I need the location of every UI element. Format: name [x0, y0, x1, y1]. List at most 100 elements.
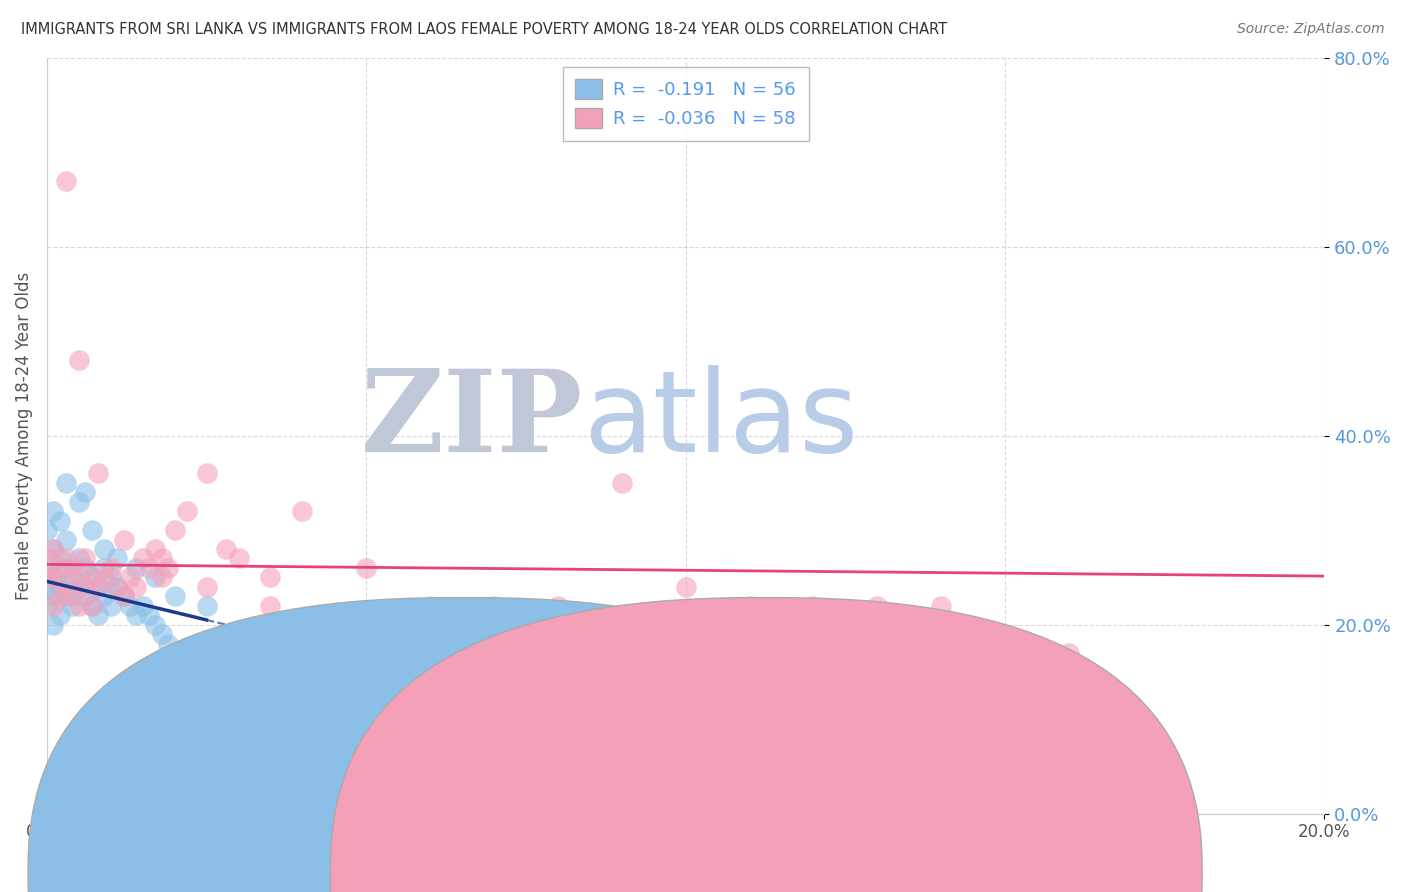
Point — [100, 599, 122, 613]
Point — [150, 570, 173, 584]
Point — [138, 608, 160, 623]
Point — [80, 570, 103, 584]
Point — [163, 646, 186, 660]
Point — [48, 797, 70, 812]
Point — [215, 542, 238, 557]
Point — [42, 788, 65, 802]
Point — [163, 589, 186, 603]
Text: Immigrants from Sri Lanka: Immigrants from Sri Lanka — [479, 855, 702, 872]
Point — [100, 561, 122, 575]
Point — [42, 617, 65, 632]
Point — [356, 561, 378, 575]
Point — [419, 599, 441, 613]
Point — [62, 589, 84, 603]
Point — [105, 580, 128, 594]
Point — [75, 580, 97, 594]
Point — [67, 551, 90, 566]
Point — [67, 353, 90, 368]
Point — [55, 561, 77, 575]
Point — [67, 599, 90, 613]
Point — [75, 485, 97, 500]
Point — [176, 665, 198, 679]
Point — [803, 599, 825, 613]
Point — [157, 636, 180, 650]
Point — [55, 173, 77, 187]
Point — [163, 523, 186, 537]
Point — [87, 580, 110, 594]
Point — [42, 570, 65, 584]
Text: Source: ZipAtlas.com: Source: ZipAtlas.com — [1237, 22, 1385, 37]
Point — [48, 561, 70, 575]
Point — [62, 570, 84, 584]
Point — [80, 599, 103, 613]
Point — [195, 599, 218, 613]
Point — [93, 561, 115, 575]
Point — [994, 665, 1017, 679]
Point — [675, 636, 697, 650]
Point — [48, 551, 70, 566]
Point — [55, 533, 77, 547]
Point — [105, 551, 128, 566]
Point — [93, 542, 115, 557]
Point — [67, 495, 90, 509]
Point — [176, 504, 198, 518]
Point — [145, 542, 167, 557]
Point — [62, 561, 84, 575]
Point — [67, 570, 90, 584]
Point — [35, 551, 58, 566]
Point — [112, 589, 135, 603]
Point — [145, 617, 167, 632]
Point — [195, 467, 218, 481]
Point — [48, 580, 70, 594]
Point — [515, 617, 537, 632]
Text: atlas: atlas — [583, 365, 859, 476]
Point — [125, 561, 148, 575]
Point — [105, 580, 128, 594]
Point — [259, 570, 281, 584]
Point — [55, 475, 77, 490]
Point — [170, 656, 193, 670]
Point — [75, 551, 97, 566]
Point — [131, 551, 153, 566]
Point — [291, 504, 314, 518]
Point — [48, 514, 70, 528]
Point — [93, 570, 115, 584]
Point — [75, 589, 97, 603]
Point — [35, 561, 58, 575]
Text: Immigrants from Laos: Immigrants from Laos — [794, 855, 977, 872]
Point — [87, 467, 110, 481]
Point — [188, 683, 211, 698]
Point — [125, 580, 148, 594]
Point — [87, 580, 110, 594]
Text: IMMIGRANTS FROM SRI LANKA VS IMMIGRANTS FROM LAOS FEMALE POVERTY AMONG 18-24 YEA: IMMIGRANTS FROM SRI LANKA VS IMMIGRANTS … — [21, 22, 948, 37]
Point — [80, 599, 103, 613]
Point — [75, 561, 97, 575]
Point — [100, 570, 122, 584]
Point — [80, 523, 103, 537]
Point — [42, 570, 65, 584]
Point — [55, 589, 77, 603]
Point — [112, 589, 135, 603]
Point — [42, 589, 65, 603]
Point — [35, 570, 58, 584]
Point — [42, 542, 65, 557]
Point — [387, 608, 409, 623]
Point — [183, 674, 205, 689]
Point — [35, 580, 58, 594]
Point — [610, 475, 633, 490]
Point — [118, 570, 141, 584]
Point — [228, 551, 250, 566]
Point — [42, 599, 65, 613]
Point — [80, 570, 103, 584]
Point — [42, 542, 65, 557]
Point — [195, 580, 218, 594]
Point — [125, 608, 148, 623]
Point — [67, 580, 90, 594]
Point — [150, 551, 173, 566]
Point — [675, 580, 697, 594]
Legend: R =  -0.191   N = 56, R =  -0.036   N = 58: R = -0.191 N = 56, R = -0.036 N = 58 — [562, 67, 808, 141]
Point — [93, 589, 115, 603]
Point — [112, 533, 135, 547]
Point — [48, 608, 70, 623]
Point — [55, 580, 77, 594]
